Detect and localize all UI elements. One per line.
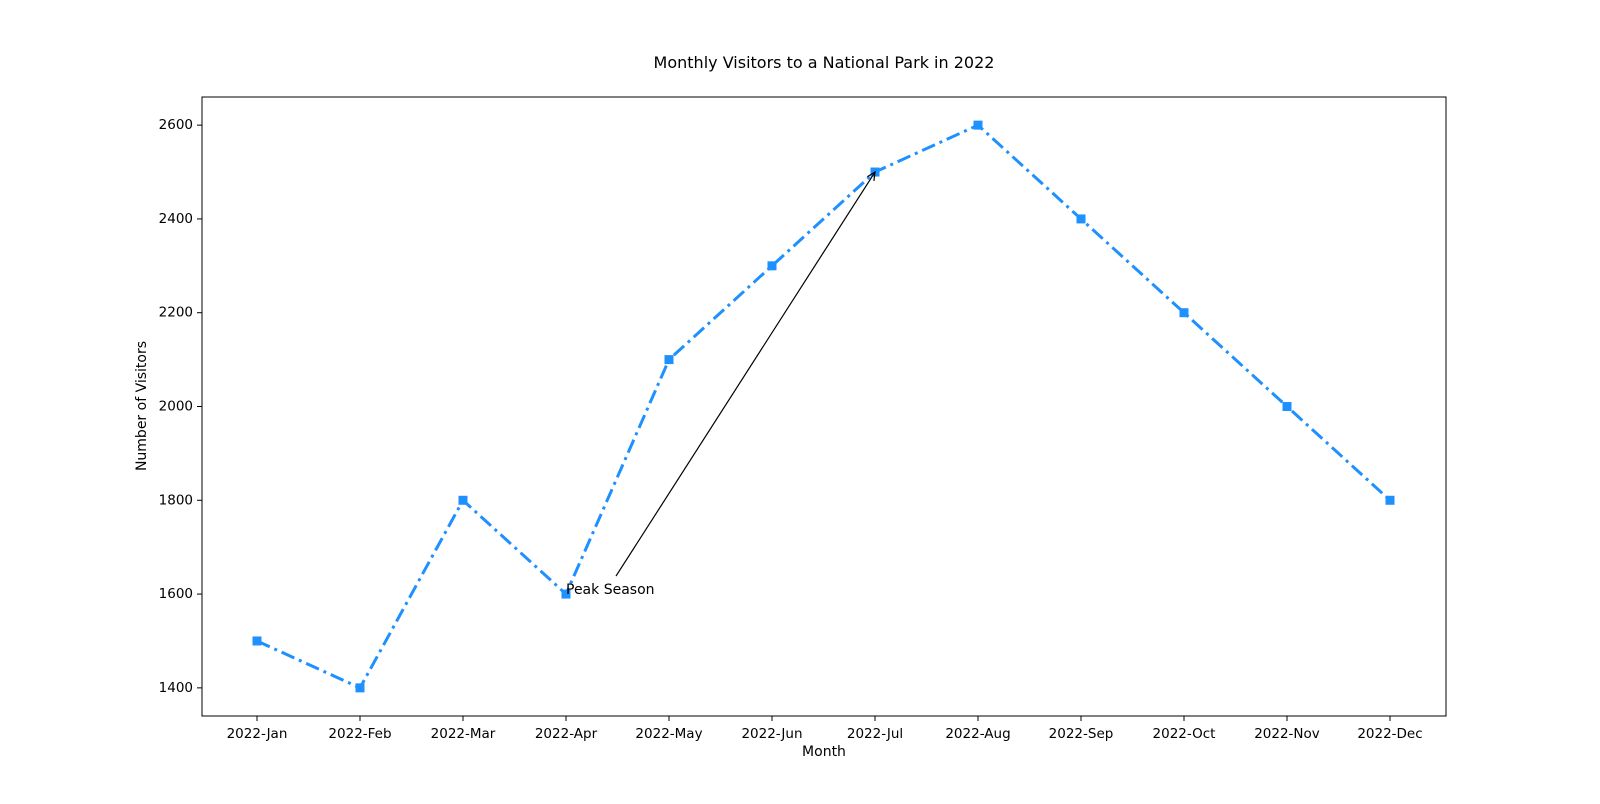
x-tick-label: 2022-Dec — [1357, 726, 1422, 742]
y-tick-label: 2600 — [159, 117, 193, 133]
x-tick-label: 2022-Feb — [328, 726, 391, 742]
y-tick-label: 2400 — [159, 211, 193, 227]
data-point-marker — [664, 355, 674, 365]
x-tick-label: 2022-Mar — [431, 726, 496, 742]
data-point-marker — [252, 636, 262, 646]
data-point-marker — [458, 495, 468, 505]
y-tick-label: 1400 — [159, 680, 193, 696]
data-point-marker — [1076, 214, 1086, 224]
x-axis-ticks: 2022-Jan 2022-Feb 2022-Mar 2022-Apr 2022-May… — [227, 716, 1423, 742]
x-tick-label: 2022-Jun — [741, 726, 802, 742]
annotation-label: Peak Season — [566, 582, 655, 598]
x-tick-label: 2022-Aug — [945, 726, 1010, 742]
y-axis-ticks: 1400 1600 1800 2000 2200 2400 2600 — [159, 117, 202, 696]
plot-area-frame — [201, 96, 1447, 717]
y-tick-label: 2000 — [159, 399, 193, 415]
y-axis-label: Number of Visitors — [134, 341, 150, 471]
x-tick-label: 2022-Sep — [1049, 726, 1114, 742]
data-point-marker — [1282, 402, 1292, 411]
x-axis-label: Month — [802, 744, 846, 760]
data-point-marker — [561, 589, 571, 599]
data-point-marker — [355, 683, 365, 693]
data-point-marker — [973, 120, 983, 130]
x-tick-label: 2022-Apr — [535, 726, 598, 742]
data-point-marker — [1385, 495, 1395, 505]
x-tick-label: 2022-Jul — [847, 726, 903, 742]
x-tick-label: 2022-May — [635, 726, 702, 742]
series-line — [256, 123, 1392, 690]
annotation-arrow-head — [867, 170, 876, 182]
x-tick-label: 2022-Jan — [227, 726, 288, 742]
chart-title: Monthly Visitors to a National Park in 2… — [654, 53, 995, 72]
x-tick-label: 2022-Nov — [1254, 726, 1320, 742]
y-tick-label: 1800 — [159, 492, 193, 508]
annotation-arrow — [615, 171, 876, 577]
annotation: Peak Season — [566, 170, 876, 598]
data-point-marker — [767, 261, 777, 271]
data-point-marker — [1179, 308, 1189, 318]
y-tick-label: 1600 — [159, 586, 193, 602]
y-tick-label: 2200 — [159, 305, 193, 321]
x-tick-label: 2022-Oct — [1153, 726, 1216, 742]
